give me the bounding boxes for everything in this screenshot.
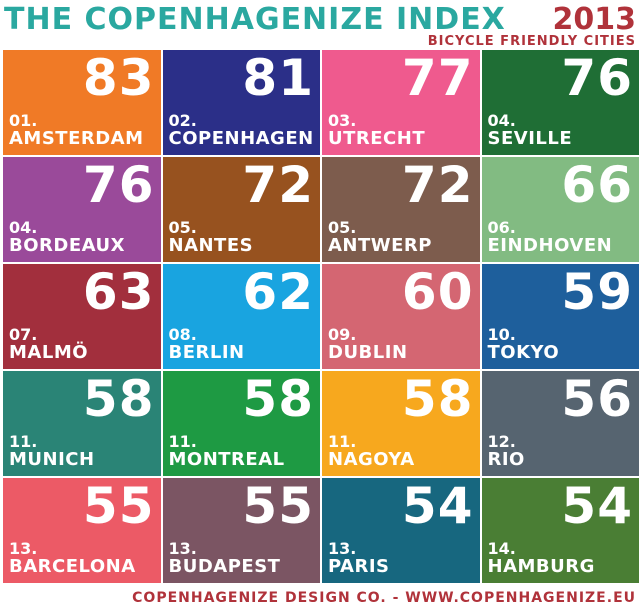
city-rank: 04. (9, 218, 38, 237)
city-name: SEVILLE (487, 128, 573, 149)
city-score: 62 (242, 264, 314, 321)
city-name: BUDAPEST (168, 556, 281, 577)
city-tile: 59 10. TOKYO (481, 264, 639, 369)
city-name: BARCELONA (9, 556, 136, 577)
city-score: 76 (82, 157, 155, 214)
city-rank: 14. (487, 539, 516, 558)
city-rank: 11. (328, 432, 357, 451)
city-score: 54 (401, 478, 474, 535)
city-score: 58 (242, 371, 314, 428)
city-score: 72 (401, 157, 474, 214)
city-score: 63 (82, 264, 155, 321)
city-rank: 12. (487, 432, 516, 451)
city-tile: 77 03. UTRECHT (322, 50, 480, 155)
city-rank: 13. (168, 539, 197, 558)
city-name: MALMÖ (9, 342, 89, 363)
city-name: BERLIN (168, 342, 245, 363)
city-rank: 08. (168, 325, 197, 344)
subtitle: BICYCLE FRIENDLY CITIES (427, 34, 636, 49)
city-tile: 63 07. MALMÖ (3, 264, 161, 369)
city-rank: 05. (328, 218, 357, 237)
city-rank: 13. (9, 539, 38, 558)
city-rank: 04. (487, 111, 516, 130)
city-name: COPENHAGEN (168, 128, 314, 149)
city-name: MUNICH (9, 449, 95, 470)
header: THE COPENHAGENIZE INDEX 2013 BICYCLE FRI… (0, 0, 640, 50)
city-rank: 03. (328, 111, 357, 130)
page-title: THE COPENHAGENIZE INDEX (4, 2, 506, 37)
city-score: 60 (401, 264, 474, 321)
city-name: EINDHOVEN (487, 235, 613, 256)
city-name: PARIS (328, 556, 390, 577)
city-tile: 54 14. HAMBURG (481, 478, 639, 583)
city-tile: 56 12. RIO (481, 371, 639, 476)
city-score: 55 (242, 478, 314, 535)
city-name: DUBLIN (328, 342, 408, 363)
city-name: BORDEAUX (9, 235, 125, 256)
city-rank: 11. (9, 432, 38, 451)
city-score: 58 (82, 371, 155, 428)
city-tile: 72 05. ANTWERP (322, 157, 480, 262)
city-name: RIO (487, 449, 525, 470)
city-tile: 55 13. BARCELONA (3, 478, 161, 583)
city-tile: 83 01. AMSTERDAM (3, 50, 161, 155)
city-name: AMSTERDAM (9, 128, 144, 149)
city-tile: 62 08. BERLIN (162, 264, 320, 369)
city-score: 58 (401, 371, 474, 428)
city-ranking-grid: 83 01. AMSTERDAM 81 02. COPENHAGEN 77 03. UTRECH… (3, 50, 639, 586)
city-name: TOKYO (487, 342, 560, 363)
city-name: NAGOYA (328, 449, 415, 470)
city-rank: 11. (168, 432, 197, 451)
city-rank: 06. (487, 218, 516, 237)
city-tile: 60 09. DUBLIN (322, 264, 480, 369)
city-rank: 02. (168, 111, 197, 130)
city-score: 56 (561, 371, 633, 428)
city-name: HAMBURG (487, 556, 595, 577)
city-name: UTRECHT (328, 128, 426, 149)
year-label: 2013 (552, 2, 637, 37)
city-rank: 01. (9, 111, 38, 130)
city-name: MONTREAL (168, 449, 285, 470)
city-name: ANTWERP (328, 235, 432, 256)
city-name: NANTES (168, 235, 254, 256)
city-tile: 58 11. NAGOYA (322, 371, 480, 476)
city-tile: 81 02. COPENHAGEN (162, 50, 320, 155)
city-score: 76 (561, 50, 633, 107)
city-tile: 76 04. BORDEAUX (3, 157, 161, 262)
city-rank: 05. (168, 218, 197, 237)
city-tile: 58 11. MUNICH (3, 371, 161, 476)
footer-credit: COPENHAGENIZE DESIGN CO. - WWW.COPENHAGE… (132, 590, 636, 606)
city-tile: 55 13. BUDAPEST (162, 478, 320, 583)
city-tile: 76 04. SEVILLE (481, 50, 639, 155)
city-score: 55 (82, 478, 155, 535)
city-score: 66 (561, 157, 633, 214)
city-rank: 07. (9, 325, 38, 344)
city-score: 83 (82, 50, 155, 107)
city-rank: 13. (328, 539, 357, 558)
city-tile: 58 11. MONTREAL (162, 371, 320, 476)
city-score: 77 (401, 50, 474, 107)
city-score: 72 (242, 157, 314, 214)
city-score: 54 (561, 478, 633, 535)
city-rank: 09. (328, 325, 357, 344)
city-tile: 66 06. EINDHOVEN (481, 157, 639, 262)
city-score: 81 (242, 50, 314, 107)
city-tile: 72 05. NANTES (162, 157, 320, 262)
city-tile: 54 13. PARIS (322, 478, 480, 583)
city-score: 59 (561, 264, 633, 321)
city-rank: 10. (487, 325, 516, 344)
